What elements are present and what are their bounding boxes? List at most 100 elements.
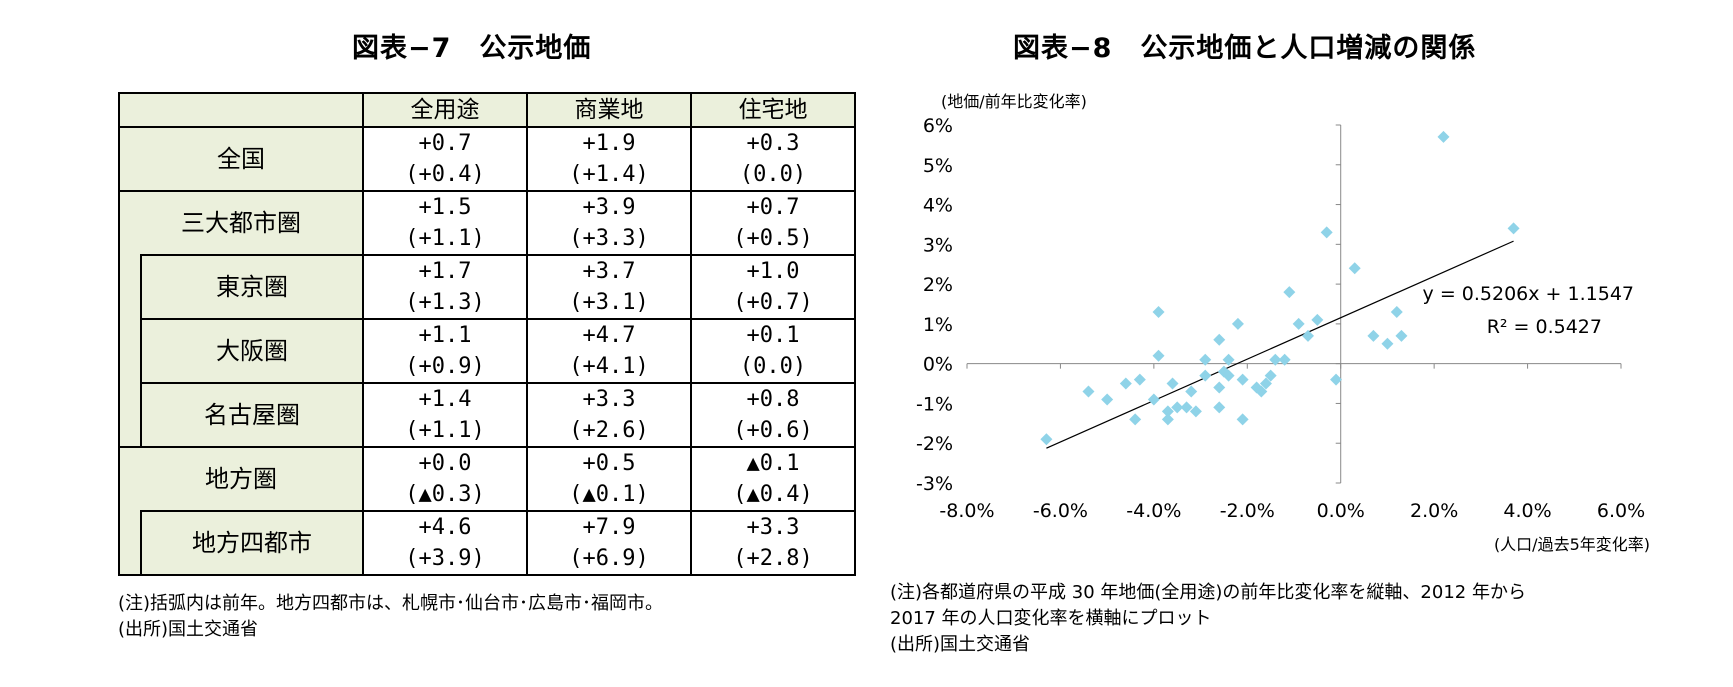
x-tick-label: 2.0%: [1410, 500, 1458, 522]
y-tick-label: -1%: [916, 393, 953, 415]
x-tick-label: -6.0%: [1033, 500, 1088, 522]
scatter-point: [1152, 305, 1165, 318]
table-cell: +0.5 (▲0.1): [526, 446, 692, 512]
left-notes: (注)括弧内は前年。地方四都市は、札幌市･仙台市･広島市･福岡市。 (出所)国土…: [118, 591, 663, 643]
row-label-osaka: 大阪圏: [140, 318, 364, 384]
y-tick-label: -3%: [916, 473, 953, 495]
scatter-point: [1129, 413, 1142, 426]
scatter-point: [1507, 222, 1520, 235]
scatter-point: [1213, 381, 1226, 394]
scatter-point: [1119, 377, 1132, 390]
x-tick-label: -4.0%: [1126, 500, 1181, 522]
x-tick-label: 6.0%: [1597, 500, 1645, 522]
scatter-point: [1302, 329, 1315, 342]
x-tick-label: -8.0%: [939, 500, 994, 522]
left-note-remark: (注)括弧内は前年。地方四都市は、札幌市･仙台市･広島市･福岡市。: [118, 593, 664, 614]
scatter-point: [1217, 365, 1230, 378]
scatter-point: [1236, 413, 1249, 426]
y-tick-label: 2%: [923, 274, 953, 296]
table-cell: +1.0 (+0.7): [690, 254, 856, 320]
scatter-point: [1180, 401, 1193, 414]
header-all-use: 全用途: [362, 92, 528, 128]
table-corner-cell: [118, 92, 364, 128]
row-label-national: 全国: [118, 126, 364, 192]
table-cell: +0.0 (▲0.3): [362, 446, 528, 512]
table-cell: +1.5 (+1.1): [362, 190, 528, 256]
table-cell: +3.7 (+3.1): [526, 254, 692, 320]
scatter-point: [1199, 369, 1212, 382]
row-label-three-metro: 三大都市圏: [118, 190, 364, 255]
scatter-point: [1161, 405, 1174, 418]
table-cell: +0.7 (+0.5): [690, 190, 856, 256]
scatter-point: [1082, 385, 1095, 398]
table-cell: +0.8 (+0.6): [690, 382, 856, 448]
scatter-point: [1330, 373, 1343, 386]
right-figure-title: 図表−8 公示地価と人口増減の関係: [1013, 33, 1477, 64]
x-tick-label: 4.0%: [1503, 500, 1551, 522]
table-indent: [118, 383, 142, 448]
table-cell: +3.3 (+2.8): [690, 510, 856, 576]
table-cell: +4.6 (+3.9): [362, 510, 528, 576]
scatter-point: [1101, 393, 1114, 406]
y-tick-label: 5%: [923, 155, 953, 177]
y-tick-label: 1%: [923, 314, 953, 336]
scatter-point: [1152, 349, 1165, 362]
y-tick-label: 3%: [923, 234, 953, 256]
left-figure-title: 図表−7 公示地価: [352, 33, 592, 64]
scatter-point: [1185, 385, 1198, 398]
scatter-point: [1171, 401, 1184, 414]
table-cell: +1.4 (+1.1): [362, 382, 528, 448]
scatter-point: [1348, 262, 1361, 275]
scatter-chart: (地価/前年比変化率) (人口/過去5年変化率) -8.0% -6.0% -4.0%…: [916, 92, 1650, 554]
table-cell: +3.3 (+2.6): [526, 382, 692, 448]
scatter-point: [1320, 226, 1333, 239]
scatter-point: [1213, 401, 1226, 414]
table-indent: [118, 319, 142, 383]
y-tick-label: 4%: [923, 195, 953, 217]
scatter-point: [1278, 353, 1291, 366]
right-note-remark-1: (注)各都道府県の平成 30 年地価(全用途)の前年比変化率を縦軸、2012 年…: [890, 582, 1526, 603]
right-notes: (注)各都道府県の平成 30 年地価(全用途)の前年比変化率を縦軸、2012 年…: [890, 580, 1526, 658]
table-cell: +0.7 (+0.4): [362, 126, 528, 192]
scatter-point: [1161, 413, 1174, 426]
scatter-point: [1269, 353, 1282, 366]
scatter-point: [1236, 373, 1249, 386]
y-axis-label: (地価/前年比変化率): [941, 92, 1087, 111]
table-cell: +7.9 (+6.9): [526, 510, 692, 576]
table-cell: +1.9 (+1.4): [526, 126, 692, 192]
table-cell: +1.1 (+0.9): [362, 318, 528, 384]
header-commercial: 商業地: [526, 92, 692, 128]
table-cell: +0.1 (0.0): [690, 318, 856, 384]
header-residential: 住宅地: [690, 92, 856, 128]
y-tick-label: -2%: [916, 433, 953, 455]
table-cell: +1.7 (+1.3): [362, 254, 528, 320]
scatter-point: [1259, 377, 1272, 390]
scatter-point: [1040, 433, 1053, 446]
scatter-point: [1213, 333, 1226, 346]
row-label-nagoya: 名古屋圏: [140, 382, 364, 448]
table-indent: [118, 511, 142, 576]
table-indent: [118, 255, 142, 319]
scatter-point: [1390, 305, 1403, 318]
scatter-point: [1437, 130, 1450, 143]
row-label-four-cities: 地方四都市: [140, 510, 364, 576]
row-label-tokyo: 東京圏: [140, 254, 364, 320]
row-label-regional: 地方圏: [118, 446, 364, 511]
scatter-point: [1264, 369, 1277, 382]
trendline: [1046, 240, 1514, 449]
y-tick-label: 6%: [923, 115, 953, 137]
y-tick-label: 0%: [923, 354, 953, 376]
table-cell: ▲0.1 (▲0.4): [690, 446, 856, 512]
right-note-source: (出所)国土交通省: [890, 634, 1031, 655]
scatter-point: [1166, 377, 1179, 390]
scatter-point: [1133, 373, 1146, 386]
x-tick-label: 0.0%: [1317, 500, 1365, 522]
left-note-source: (出所)国土交通省: [118, 619, 259, 640]
scatter-point: [1222, 353, 1235, 366]
scatter-point: [1222, 369, 1235, 382]
x-tick-label: -2.0%: [1220, 500, 1275, 522]
scatter-point: [1189, 405, 1202, 418]
scatter-point: [1367, 329, 1380, 342]
table-cell: +4.7 (+4.1): [526, 318, 692, 384]
scatter-point: [1311, 313, 1324, 326]
